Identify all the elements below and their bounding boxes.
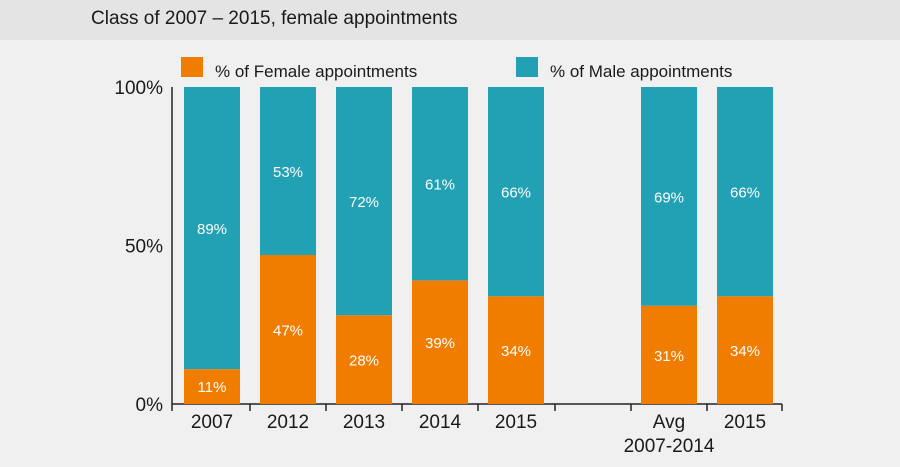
data-label-male: 61% (425, 177, 455, 194)
bar-male (260, 87, 316, 256)
legend-swatch-male (516, 57, 538, 77)
data-label-female: 28% (349, 353, 379, 370)
bar-female (336, 315, 392, 404)
x-tick-label: 2015 (495, 412, 537, 433)
data-label-male: 89% (197, 221, 227, 238)
x-tick-label: 2012 (267, 412, 309, 433)
bar-female (412, 280, 468, 404)
legend-label-male: % of Male appointments (550, 62, 732, 81)
data-label-male: 53% (273, 164, 303, 181)
bar-male (717, 87, 773, 297)
bar-male (641, 87, 697, 306)
data-label-female: 47% (273, 323, 303, 340)
bar-female (184, 369, 240, 404)
bar-male (412, 87, 468, 281)
data-label-male: 72% (349, 194, 379, 211)
bar-male (488, 87, 544, 297)
title-bar: Class of 2007 – 2015, female appointment… (0, 0, 900, 40)
x-tick-label: Avg (653, 412, 685, 433)
y-tick-label: 100% (114, 78, 163, 99)
data-label-female: 31% (654, 348, 684, 365)
data-label-male: 66% (730, 185, 760, 202)
x-tick-sublabel: 2007-2014 (624, 436, 715, 457)
data-label-male: 66% (501, 185, 531, 202)
y-tick-label: 50% (125, 237, 163, 258)
bar-male (336, 87, 392, 316)
x-tick-label: 2013 (343, 412, 385, 433)
bar-female (641, 305, 697, 404)
data-label-female: 11% (198, 379, 227, 396)
bar-female (488, 296, 544, 404)
chart-title: Class of 2007 – 2015, female appointment… (91, 8, 458, 29)
x-tick-label: 2007 (191, 412, 233, 433)
y-tick-label: 0% (136, 395, 164, 416)
bar-female (717, 296, 773, 404)
legend-label-female: % of Female appointments (215, 62, 417, 81)
legend-swatch-female (181, 57, 203, 77)
bar-male (184, 87, 240, 370)
x-tick-label: 2014 (419, 412, 462, 433)
bar-female (260, 255, 316, 404)
data-label-female: 34% (501, 343, 531, 360)
data-label-female: 39% (425, 335, 455, 352)
x-tick-label: 2015 (724, 412, 766, 433)
data-label-female: 34% (730, 343, 760, 360)
data-label-male: 69% (654, 189, 684, 206)
